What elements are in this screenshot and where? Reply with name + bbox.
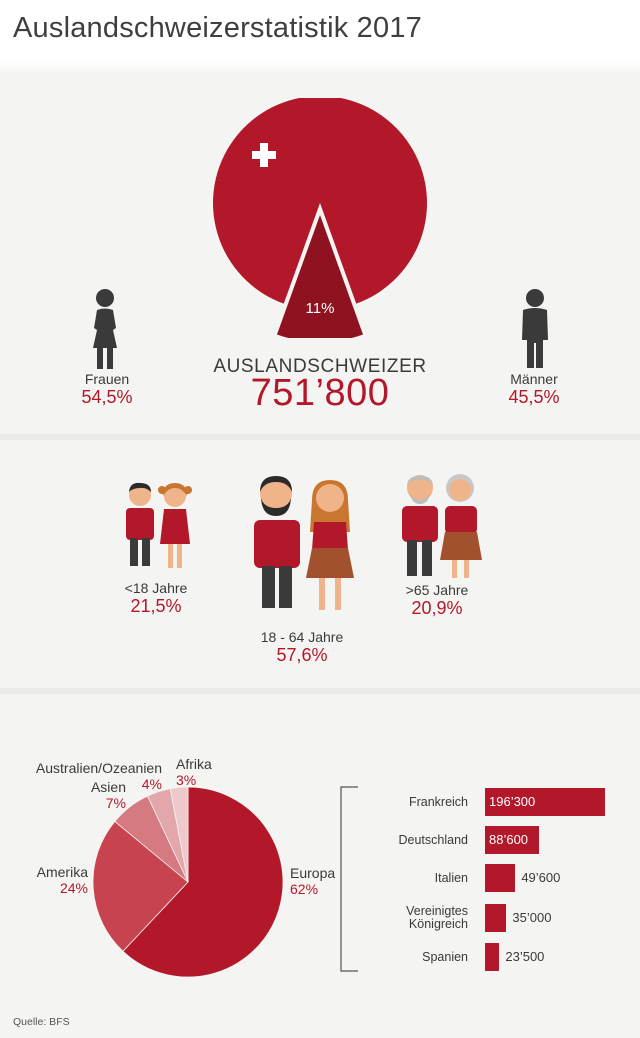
page-title: Auslandschweizerstatistik 2017 bbox=[13, 12, 422, 44]
pie-label-name: Australien/Ozeanien bbox=[35, 760, 162, 776]
pie-label-afrika: Afrika 3% bbox=[176, 756, 212, 788]
age-group-percent-adults: 57,6% bbox=[276, 645, 328, 665]
pie-slice-amerika bbox=[92, 820, 189, 952]
women-label: Frauen bbox=[84, 371, 130, 387]
woman-icon bbox=[93, 289, 117, 369]
pie-label-name: Amerika bbox=[36, 864, 88, 880]
children-icon bbox=[126, 482, 192, 568]
bar bbox=[485, 864, 516, 892]
swiss-cross-icon bbox=[252, 143, 276, 167]
source-note: Quelle: BFS bbox=[13, 1016, 70, 1028]
pie-label-percent: 4% bbox=[141, 776, 162, 792]
pie-label-name: Europa bbox=[290, 865, 336, 881]
bar-category-label: Vereinigtes Königreich bbox=[406, 904, 468, 931]
bar-category-label: Spanien bbox=[422, 949, 468, 964]
pie-label-amerika: Amerika 24% bbox=[30, 864, 88, 896]
bar-value-label: 49’600 bbox=[521, 870, 561, 885]
pie-label-name: Afrika bbox=[176, 756, 212, 772]
bar bbox=[485, 943, 500, 971]
pie-slice-europa bbox=[122, 786, 284, 978]
age-group-label-adults: 18 - 64 Jahre bbox=[260, 629, 344, 645]
bar-category-label: Italien bbox=[434, 870, 468, 885]
bracket-line bbox=[340, 786, 358, 972]
bar-value-label: 35’000 bbox=[512, 910, 552, 925]
bar-value-label: 23’500 bbox=[505, 949, 545, 964]
section-divider bbox=[0, 688, 640, 694]
continent-pie bbox=[92, 786, 284, 978]
seniors-icon bbox=[402, 474, 482, 578]
total-pie-percent: 11% bbox=[306, 300, 335, 317]
pie-label-percent: 7% bbox=[105, 795, 126, 811]
header-shadow bbox=[0, 60, 640, 74]
pie-label-name: Asien bbox=[90, 779, 126, 795]
age-group-label-young: <18 Jahre bbox=[124, 580, 188, 596]
bar bbox=[485, 788, 605, 816]
bar bbox=[485, 904, 507, 932]
men-label: Männer bbox=[510, 371, 558, 387]
pie-slice-afrika bbox=[169, 786, 189, 883]
bar bbox=[485, 826, 540, 854]
bar-value-label: 196’300 bbox=[489, 794, 536, 809]
header-bar: Auslandschweizerstatistik 2017 bbox=[0, 0, 640, 60]
women-percent: 54,5% bbox=[81, 387, 133, 407]
pie-label-europa: Europa 62% bbox=[290, 865, 335, 897]
adults-icon bbox=[254, 476, 354, 610]
total-label: AUSLANDSCHWEIZER bbox=[213, 356, 427, 377]
bar-category-label: Frankreich bbox=[408, 794, 468, 809]
age-group-label-seniors: >65 Jahre bbox=[405, 582, 469, 598]
pie-label-australien: Australien/Ozeanien 4% bbox=[14, 760, 162, 792]
total-pie: 11% bbox=[213, 98, 427, 338]
pie-label-asien: Asien 7% bbox=[66, 779, 126, 811]
pie-label-percent: 62% bbox=[290, 881, 319, 897]
age-group-percent-seniors: 20,9% bbox=[411, 598, 463, 618]
age-group-percent-young: 21,5% bbox=[130, 596, 182, 616]
pie-label-percent: 24% bbox=[59, 880, 88, 896]
section-divider bbox=[0, 434, 640, 440]
total-value: 751’800 bbox=[250, 372, 390, 414]
pie-label-percent: 3% bbox=[176, 772, 197, 788]
man-icon bbox=[522, 289, 548, 368]
men-percent: 45,5% bbox=[508, 387, 560, 407]
bar-category-label: Deutschland bbox=[398, 832, 469, 847]
bar-value-label: 88’600 bbox=[489, 832, 529, 847]
total-pie-slice-highlight bbox=[276, 215, 364, 338]
